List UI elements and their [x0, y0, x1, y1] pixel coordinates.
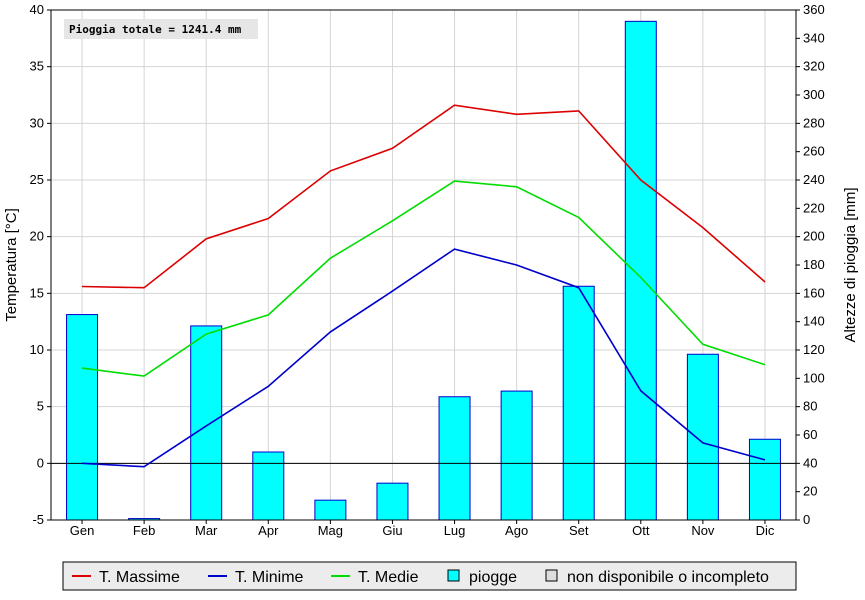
left-tick-label: 35 — [30, 59, 44, 74]
right-tick-label: 360 — [803, 2, 825, 17]
x-tick-label-set: Set — [569, 523, 589, 538]
plot-frame — [50, 9, 797, 521]
x-tick-label-ott: Ott — [632, 523, 650, 538]
rain-bar-nov — [686, 353, 719, 521]
rain-bar-set — [562, 285, 595, 521]
right-tick-label: 120 — [803, 342, 825, 357]
rain-bar-giu — [376, 482, 409, 521]
right-tick-label: 300 — [803, 87, 825, 102]
right-tick-label: 60 — [803, 427, 817, 442]
left-tick-label: 5 — [37, 399, 44, 414]
series-line-t-massime — [81, 104, 766, 289]
legend-label-t-medie: T. Medie — [358, 569, 419, 586]
rain-bar-ott — [624, 20, 657, 521]
right-tick-label: 0 — [803, 512, 810, 527]
right-tick-label: 320 — [803, 59, 825, 74]
right-tick-label: 80 — [803, 399, 817, 414]
left-axis-title: Temperatura [°C] — [3, 208, 20, 322]
legend-label-piogge: piogge — [469, 569, 517, 586]
right-tick-label: 180 — [803, 257, 825, 272]
rain-bar-ago — [500, 390, 533, 521]
series-line-t-minime — [81, 248, 766, 468]
x-axis-ticks: Gen Feb Mar Apr Mag Giu Lug Ago Set Ott Nov Dic — [70, 520, 775, 538]
rain-bar-gen — [66, 314, 99, 521]
temperature-lines — [81, 104, 766, 468]
x-tick-label-dic: Dic — [756, 523, 775, 538]
right-tick-label: 260 — [803, 144, 825, 159]
left-tick-label: 10 — [30, 342, 44, 357]
left-axis-ticks: -5 0 5 10 15 20 25 30 35 40 — [30, 2, 51, 527]
left-tick-label: 25 — [30, 172, 44, 187]
x-tick-label-ago: Ago — [505, 523, 528, 538]
rain-bar-mag — [314, 499, 347, 521]
legend-label-t-massime: T. Massime — [99, 569, 180, 586]
right-tick-label: 20 — [803, 484, 817, 499]
legend-label-t-minime: T. Minime — [235, 569, 304, 586]
right-tick-label: 280 — [803, 115, 825, 130]
right-tick-label: 100 — [803, 370, 825, 385]
grid-lines — [51, 9, 796, 521]
right-axis-title: Altezze di pioggia [mm] — [842, 187, 859, 342]
x-tick-label-nov: Nov — [691, 523, 715, 538]
rain-total-annotation: Pioggia totale = 1241.4 mm — [69, 23, 242, 36]
rain-bar-dic — [748, 438, 781, 521]
left-tick-label: 0 — [37, 455, 44, 470]
x-tick-label-mar: Mar — [195, 523, 218, 538]
right-tick-label: 240 — [803, 172, 825, 187]
annotation-box: Pioggia totale = 1241.4 mm — [64, 19, 258, 39]
rain-bar-apr — [252, 451, 285, 521]
left-tick-label: 20 — [30, 229, 44, 244]
legend-swatch-non-disponibile-o-incompleto — [545, 569, 558, 582]
x-tick-label-gen: Gen — [70, 523, 95, 538]
x-tick-label-apr: Apr — [258, 523, 279, 538]
right-tick-label: 200 — [803, 229, 825, 244]
x-tick-label-feb: Feb — [133, 523, 155, 538]
legend-box — [62, 561, 797, 591]
left-tick-label: 40 — [30, 2, 44, 17]
right-tick-label: 160 — [803, 285, 825, 300]
x-tick-label-lug: Lug — [444, 523, 466, 538]
rain-bars — [66, 20, 781, 521]
x-tick-label-giu: Giu — [382, 523, 402, 538]
series-line-t-medie — [81, 180, 766, 377]
left-tick-label: 30 — [30, 115, 44, 130]
right-tick-label: 140 — [803, 314, 825, 329]
left-tick-label: -5 — [32, 512, 44, 527]
right-tick-label: 220 — [803, 200, 825, 215]
left-tick-label: 15 — [30, 285, 44, 300]
legend-label-non-disponibile-o-incompleto: non disponibile o incompleto — [567, 569, 769, 586]
right-tick-label: 40 — [803, 455, 817, 470]
right-axis-ticks: 0 20 40 60 80 100 120 140 160 180 200 220 240 260 280 3… — [796, 2, 825, 527]
rain-bar-lug — [438, 396, 471, 521]
rain-bar-mar — [190, 325, 223, 521]
x-tick-label-mag: Mag — [318, 523, 343, 538]
legend-swatch-piogge — [447, 569, 460, 582]
legend: T. Massime T. Minime T. Medie piogge non dis… — [62, 561, 797, 591]
right-tick-label: 340 — [803, 30, 825, 45]
